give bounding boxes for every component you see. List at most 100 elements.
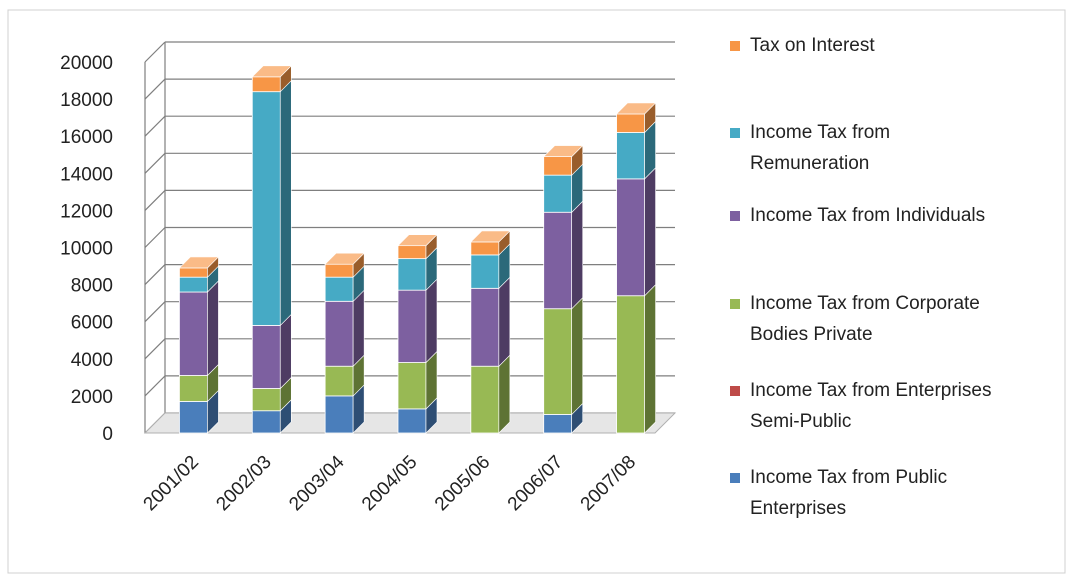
bar-segment-2006/07-tax-on-interest-top — [542, 145, 584, 157]
side-gridline-3 — [144, 301, 166, 323]
bar-segment-2004/05-income-tax-from-corporate-bodies-private — [397, 362, 427, 410]
bar-segment-2007/08-income-tax-from-remuneration — [616, 132, 645, 180]
bar-segment-2007/08-tax-on-interest — [616, 113, 645, 133]
side-gridline-5 — [144, 227, 166, 248]
bar-segment-2006/07-income-tax-from-remuneration — [543, 174, 573, 213]
bar-segment-2007/08-tax-on-interest-top — [615, 102, 657, 115]
bar-segment-2004/05-income-tax-from-individuals — [397, 289, 427, 363]
legend-swatch — [730, 211, 740, 221]
y-tick-label-7: 14000 — [60, 164, 113, 185]
legend-swatch — [730, 386, 740, 396]
y-tick-label-9: 18000 — [60, 90, 113, 111]
bar-segment-2005/06-income-tax-from-individuals-side — [498, 276, 511, 367]
y-tick-label-2: 4000 — [71, 350, 113, 371]
bar-stack-2004/05 — [397, 233, 438, 434]
bar-segment-2007/08-income-tax-from-individuals-side — [644, 167, 656, 297]
y-axis-tick-labels: 0 2000 4000 6000 8000 10000 12000 14000 16000 180… — [60, 53, 113, 445]
bar-segment-2005/06-income-tax-from-remuneration — [470, 254, 500, 289]
x-tick-label-2002/03: 2002/03 — [212, 452, 275, 515]
legend-swatch — [730, 299, 740, 309]
bar-segment-2002/03-income-tax-from-public-enterprises — [251, 410, 281, 434]
bar-segment-2007/08-income-tax-from-individuals — [616, 178, 645, 297]
bar-segment-2002/03-tax-on-interest-top — [251, 65, 293, 78]
bar-segment-2001/02-income-tax-from-corporate-bodies-private — [179, 375, 208, 402]
bar-segment-2001/02-tax-on-interest-top — [178, 256, 220, 269]
side-gridline-6 — [144, 189, 166, 211]
bar-segment-2003/04-income-tax-from-individuals — [324, 300, 354, 367]
bar-segment-2003/04-income-tax-from-corporate-bodies-private — [324, 365, 354, 397]
bar-segment-2005/06-tax-on-interest-top — [470, 230, 511, 243]
y-tick-label-1: 2000 — [71, 387, 113, 408]
side-gridline-4 — [144, 264, 166, 286]
bar-segment-2003/04-income-tax-from-remuneration — [324, 276, 354, 302]
x-tick-label-2005/06: 2005/06 — [431, 452, 494, 515]
bar-segment-2002/03-income-tax-from-individuals — [251, 325, 281, 389]
bar-segment-2001/02-tax-on-interest — [179, 267, 208, 278]
side-gridline-2 — [144, 338, 166, 360]
bar-segment-2002/03-income-tax-from-remuneration-side — [279, 79, 292, 327]
legend-label: Income Tax from Remuneration — [750, 122, 891, 174]
bar-stack-2001/02 — [178, 256, 220, 434]
bar-segment-2006/07-tax-on-interest — [543, 156, 573, 176]
bar-segment-2005/06-income-tax-from-corporate-bodies-private — [470, 365, 500, 434]
x-tick-label-2006/07: 2006/07 — [504, 452, 567, 515]
bar-segment-2006/07-income-tax-from-individuals-side — [571, 200, 584, 310]
bar-segment-2003/04-tax-on-interest — [324, 263, 354, 278]
bar-segment-2003/04-income-tax-from-individuals-side — [352, 289, 365, 367]
bar-segment-2004/05-tax-on-interest — [397, 245, 427, 260]
bar-segment-2002/03-income-tax-from-corporate-bodies-private — [251, 388, 281, 412]
y-tick-label-5: 10000 — [60, 239, 113, 260]
bar-segment-2003/04-income-tax-from-public-enterprises — [324, 395, 354, 434]
y-tick-label-8: 16000 — [60, 127, 113, 148]
bar-stack-2003/04 — [324, 252, 365, 434]
bar-segment-2007/08-income-tax-from-corporate-bodies-private-side — [644, 284, 656, 434]
bar-stack-2005/06 — [470, 230, 511, 434]
side-gridline-1 — [144, 375, 166, 397]
bar-segment-2006/07-income-tax-from-public-enterprises — [543, 414, 573, 434]
bar-segment-2002/03-income-tax-from-remuneration — [251, 91, 281, 326]
side-gridline-7 — [144, 152, 166, 174]
side-gridline-9 — [144, 78, 166, 100]
bar-stack-2006/07 — [542, 144, 584, 434]
bar-segment-2006/07-income-tax-from-corporate-bodies-private — [543, 308, 573, 415]
bar-segment-2004/05-income-tax-from-public-enterprises — [397, 408, 427, 434]
legend-swatch — [730, 128, 740, 138]
bar-segment-2005/06-tax-on-interest — [470, 241, 500, 256]
legend-label: Income Tax from Enterprises Semi-Public — [750, 380, 992, 432]
legend-label: Tax on Interest — [750, 35, 875, 56]
x-tick-label-2001/02: 2001/02 — [140, 452, 203, 515]
legend-label: Income Tax from Public Enterprises — [750, 467, 948, 519]
legend-swatch — [730, 473, 740, 483]
y-tick-label-4: 8000 — [71, 276, 113, 297]
y-tick-label-6: 12000 — [60, 201, 113, 222]
x-tick-label-2007/08: 2007/08 — [577, 452, 640, 515]
bar-segment-2001/02-income-tax-from-public-enterprises — [179, 401, 208, 434]
bar-segment-2001/02-income-tax-from-remuneration — [179, 276, 208, 293]
bar-segment-2007/08-income-tax-from-corporate-bodies-private — [616, 295, 645, 434]
bar-segment-2003/04-tax-on-interest-top — [324, 252, 365, 265]
legend-swatch — [730, 41, 740, 51]
side-gridline-10 — [144, 41, 166, 63]
y-tick-label-10: 20000 — [60, 53, 113, 74]
side-gridline-8 — [144, 115, 166, 137]
bar-segment-2005/06-income-tax-from-individuals — [470, 287, 500, 367]
bar-segment-2002/03-income-tax-from-individuals-side — [279, 313, 292, 390]
bar-segment-2006/07-income-tax-from-individuals — [543, 211, 573, 310]
legend-label: Income Tax from Corporate Bodies Private — [750, 293, 980, 345]
chart-frame — [7, 9, 1066, 574]
bar-segment-2006/07-income-tax-from-corporate-bodies-private-side — [571, 296, 584, 416]
bar-stack-2002/03 — [251, 65, 293, 434]
bar-segment-2004/05-tax-on-interest-top — [397, 234, 438, 246]
gridlines — [144, 41, 675, 434]
y-tick-label-0: 0 — [102, 424, 113, 445]
bar-segment-2005/06-income-tax-from-corporate-bodies-private-side — [498, 354, 511, 434]
bar-segment-2004/05-income-tax-from-remuneration — [397, 258, 427, 291]
x-tick-label-2003/04: 2003/04 — [285, 451, 349, 515]
bars — [178, 65, 657, 434]
bar-segment-2004/05-income-tax-from-individuals-side — [425, 278, 438, 364]
bar-segment-2001/02-income-tax-from-individuals — [179, 291, 208, 376]
y-tick-label-3: 6000 — [71, 313, 113, 334]
legend-label: Income Tax from Individuals — [750, 205, 986, 226]
